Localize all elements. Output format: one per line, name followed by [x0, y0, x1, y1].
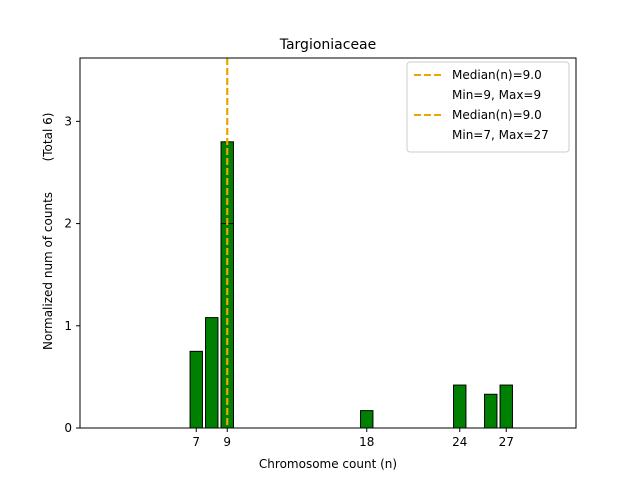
- bar-back-26: [484, 393, 498, 429]
- legend-label-4: Min=7, Max=27: [452, 128, 549, 142]
- x-tick-label-24: 24: [452, 435, 467, 449]
- legend-label-3: Median(n)=9.0: [452, 108, 542, 122]
- y-tick-label-1: 1: [64, 319, 72, 333]
- x-tick-label-7: 7: [192, 435, 200, 449]
- bars-back-series: [189, 141, 513, 429]
- bar-back-24: [453, 384, 467, 429]
- legend: Median(n)=9.0 Min=9, Max=9 Median(n)=9.0 Mi…: [406, 61, 570, 153]
- bar-back-7: [189, 350, 203, 429]
- bar-back-18: [360, 410, 374, 429]
- x-tick-label-18: 18: [359, 435, 374, 449]
- y-axis-label-total: (Total 6): [41, 113, 55, 162]
- legend-label-2: Min=9, Max=9: [452, 88, 541, 102]
- legend-box: [406, 61, 570, 153]
- plot-frame: [79, 57, 577, 429]
- chart-title: Targioniaceae: [279, 37, 377, 53]
- bar-back-27: [499, 384, 513, 429]
- legend-label-1: Median(n)=9.0: [452, 68, 542, 82]
- y-tick-label-3: 3: [64, 114, 72, 128]
- y-tick-label-2: 2: [64, 217, 72, 231]
- y-axis-label: Normalized num of counts: [41, 192, 55, 350]
- x-tick-label-27: 27: [499, 435, 514, 449]
- y-axis-ticks: 0 1 2 3: [64, 114, 80, 435]
- x-axis-label: Chromosome count (n): [259, 457, 397, 471]
- y-tick-label-0: 0: [64, 421, 72, 435]
- x-axis-ticks: 7 9 18 24 27: [192, 428, 514, 449]
- bar-back-8: [205, 317, 219, 429]
- x-tick-label-9: 9: [223, 435, 231, 449]
